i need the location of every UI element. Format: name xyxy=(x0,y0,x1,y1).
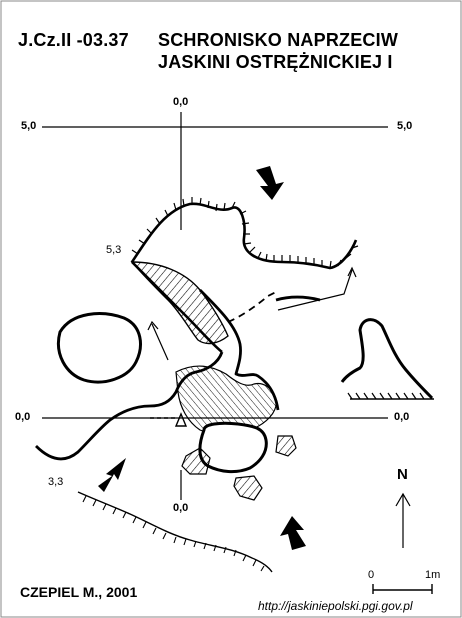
inner-chamber xyxy=(198,421,268,474)
coord-bottom: 0,0 xyxy=(173,502,189,514)
coord-left-top: 5,0 xyxy=(21,120,37,132)
cave-id: J.Cz.II -03.37 xyxy=(18,30,129,50)
arrow-west-head xyxy=(147,320,159,331)
block-2 xyxy=(233,475,263,501)
scale-label-end: 1m xyxy=(425,569,441,581)
coord-right-top: 5,0 xyxy=(397,120,413,132)
coord-top: 0,0 xyxy=(173,96,189,108)
upper-ledge xyxy=(130,197,359,270)
lower-slope xyxy=(77,491,273,573)
wall-east-segment xyxy=(275,295,321,302)
slope-hatched xyxy=(130,261,229,354)
source-url: http://jaskiniepolski.pgi.gov.pl xyxy=(258,599,413,613)
author-credit: CZEPIEL M., 2001 xyxy=(20,584,138,600)
rubble-hatched xyxy=(175,365,277,436)
scale-label-start: 0 xyxy=(368,569,375,581)
datum-triangle xyxy=(174,412,188,427)
arrow-east-head xyxy=(347,266,357,278)
rock-blocks xyxy=(181,435,297,501)
coord-right-mid: 0,0 xyxy=(394,411,410,423)
dripline-dashed xyxy=(227,291,277,323)
elevation-label-lower: 3,3 xyxy=(48,476,64,488)
block-3 xyxy=(275,435,297,457)
profile-arrows xyxy=(147,266,357,361)
scale-bar xyxy=(372,584,433,594)
coord-left-mid: 0,0 xyxy=(15,411,31,423)
arrow-icon-north xyxy=(256,166,284,200)
north-label: N xyxy=(397,466,408,483)
arrow-icon-southwest xyxy=(98,458,126,492)
rock-outcrop-west xyxy=(57,312,142,384)
arrow-icon-southeast xyxy=(280,516,306,550)
cave-name-line1: SCHRONISKO NAPRZECIW xyxy=(158,30,399,50)
north-arrow-icon xyxy=(395,492,411,548)
cave-name-line2: JASKINI OSTRĘŻNICKIEJ I xyxy=(158,52,393,72)
entrance-arrows xyxy=(98,166,306,550)
wall-east-upper xyxy=(199,289,280,411)
block-1 xyxy=(181,447,211,475)
arrow-east-line xyxy=(277,269,353,311)
elevation-label-upper: 5,3 xyxy=(106,244,122,256)
arrow-west-line xyxy=(151,323,169,361)
cross-section-profile xyxy=(340,318,434,400)
